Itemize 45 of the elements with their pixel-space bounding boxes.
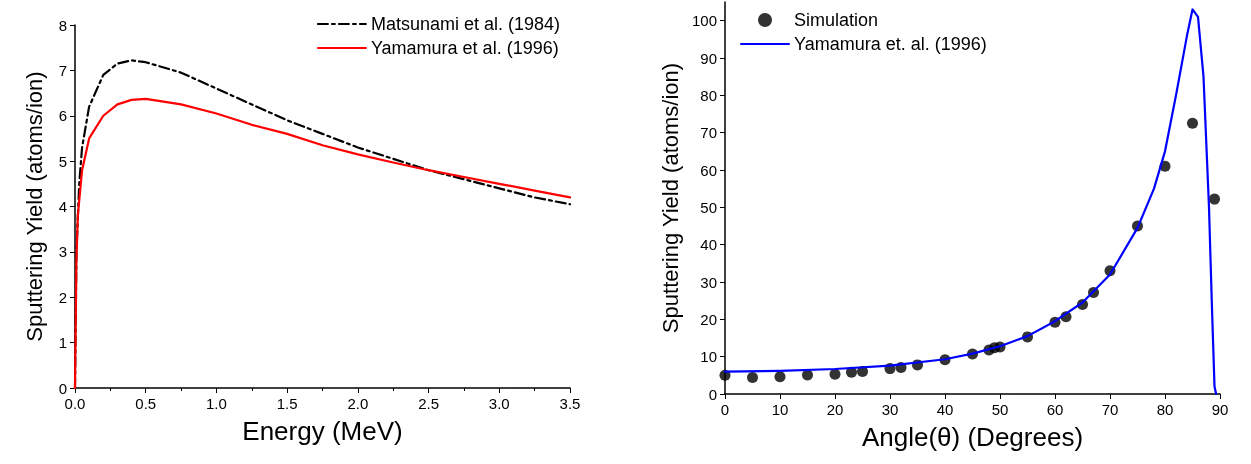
y-tick-label: 50 <box>700 198 717 216</box>
x-tick-label: 3.0 <box>488 395 510 412</box>
y-tick-label: 90 <box>700 49 717 67</box>
x-tick-label: 50 <box>991 401 1009 418</box>
x-tick-label: 80 <box>1156 401 1174 418</box>
y-tick-label: 60 <box>700 161 717 179</box>
y-tick-label: 70 <box>700 124 717 142</box>
y-axis-title: Sputtering Yield (atoms/ion) <box>21 71 47 342</box>
y-tick-label: 80 <box>700 86 717 104</box>
x-tick-label: 0.5 <box>135 395 157 412</box>
y-tick-label: 7 <box>58 61 67 79</box>
y-tick-label: 4 <box>58 198 67 215</box>
x-tick-label: 1.0 <box>206 395 227 412</box>
y-axis-title: Sputtering Yield (atoms/ion) <box>657 62 683 334</box>
legend-label: Simulation <box>794 10 879 30</box>
x-tick-label: 30 <box>881 401 899 418</box>
legend-label: Yamamura et. al. (1996) <box>794 34 987 54</box>
x-tick-label: 3.5 <box>559 395 581 412</box>
y-tick-label: 40 <box>700 236 717 254</box>
x-tick-label: 0.0 <box>64 395 86 412</box>
legend-label: Yamamura et al. (1996) <box>370 38 559 58</box>
x-tick-label: 0 <box>720 401 730 418</box>
x-tick-label: 40 <box>936 401 954 418</box>
x-tick-label: 90 <box>1211 401 1229 418</box>
x-tick-label: 1.5 <box>276 395 298 412</box>
y-tick-label: 5 <box>58 152 67 170</box>
x-tick-label: 70 <box>1101 401 1119 418</box>
x-tick-label: 60 <box>1046 401 1064 418</box>
y-tick-label: 1 <box>58 334 67 352</box>
y-tick-label: 8 <box>58 16 67 34</box>
y-tick-label: 0 <box>58 379 67 397</box>
x-axis-title: Energy (MeV) <box>242 416 403 446</box>
x-tick-label: 10 <box>771 401 789 418</box>
y-tick-label: 10 <box>700 348 717 366</box>
y-tick-label: 2 <box>58 288 67 306</box>
x-tick-label: 20 <box>826 401 844 418</box>
y-tick-label: 20 <box>700 310 717 328</box>
x-tick-label: 2.0 <box>347 395 369 412</box>
x-tick-label: 2.5 <box>418 395 439 412</box>
x-axis-title: Angle(θ) (Degrees) <box>861 422 1084 452</box>
y-tick-label: 3 <box>58 243 67 261</box>
legend-label: Matsunami et al. (1984) <box>370 14 561 34</box>
y-tick-label: 100 <box>691 12 717 30</box>
y-tick-label: 6 <box>58 107 67 125</box>
y-tick-label: 30 <box>700 273 717 291</box>
